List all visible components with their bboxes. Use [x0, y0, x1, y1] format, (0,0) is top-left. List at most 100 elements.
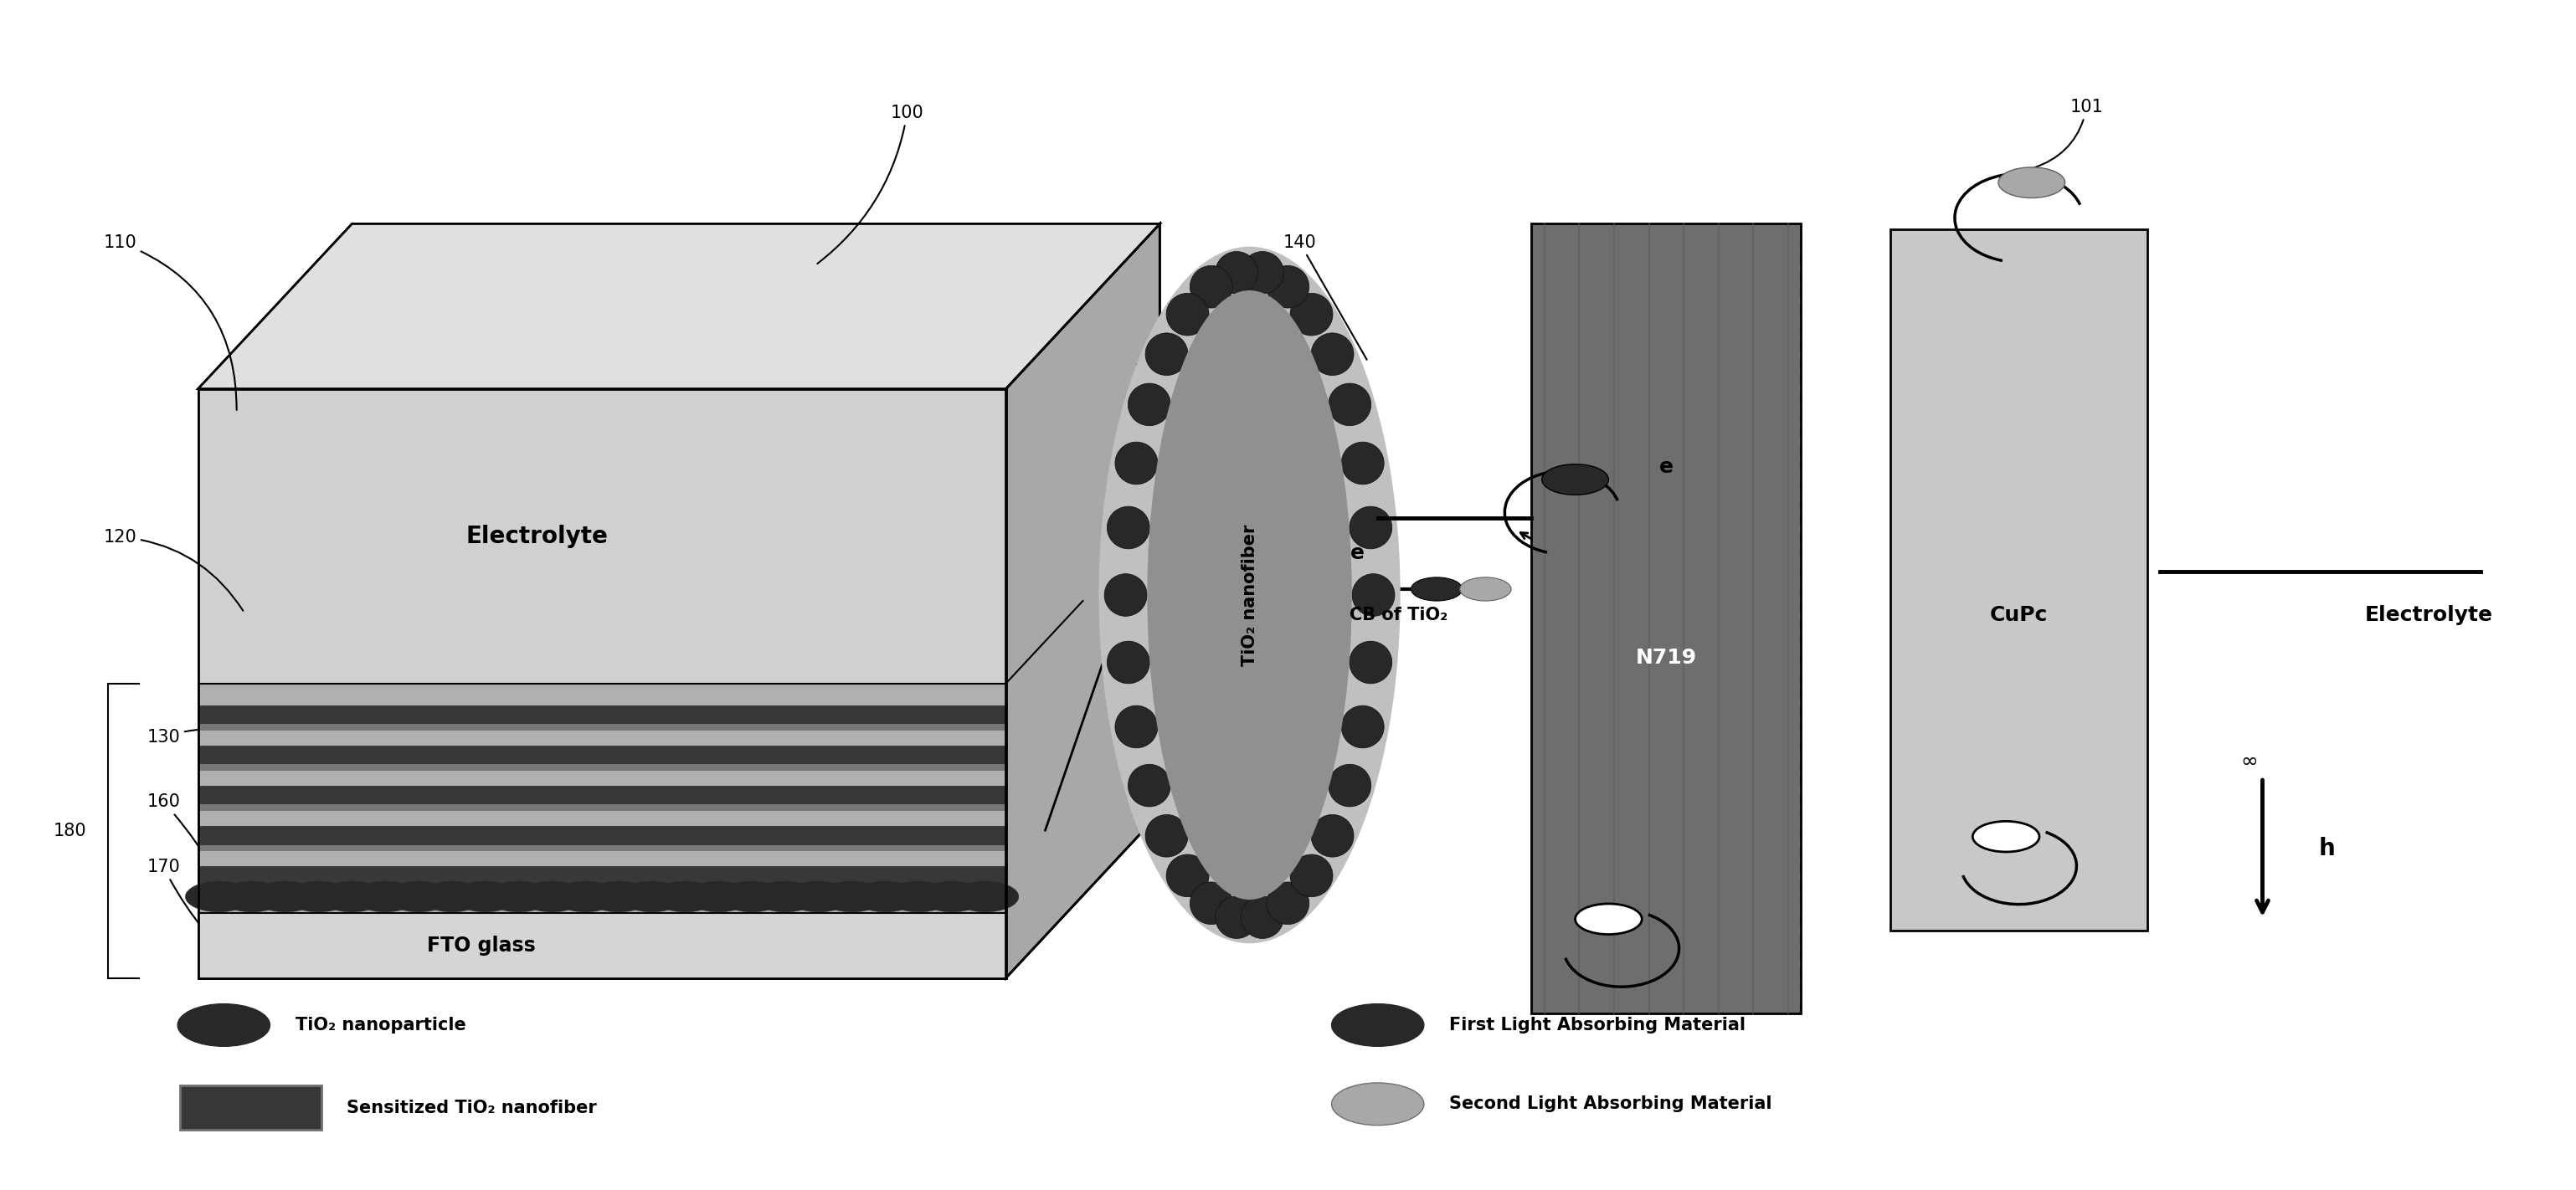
Text: h: h [2318, 837, 2336, 860]
Text: CB of TiO₂: CB of TiO₂ [1350, 607, 1448, 624]
Circle shape [178, 1004, 270, 1046]
Ellipse shape [1216, 251, 1257, 294]
Polygon shape [198, 389, 1005, 683]
Circle shape [752, 882, 819, 912]
Ellipse shape [1291, 293, 1332, 336]
Circle shape [585, 882, 652, 912]
Circle shape [286, 882, 353, 912]
Circle shape [1412, 577, 1463, 601]
Circle shape [786, 882, 853, 912]
Ellipse shape [1267, 265, 1309, 308]
Polygon shape [198, 683, 1005, 913]
Text: 110: 110 [103, 234, 237, 411]
Text: 101: 101 [2035, 99, 2105, 168]
Circle shape [386, 882, 451, 912]
Polygon shape [198, 745, 1005, 771]
Circle shape [420, 882, 484, 912]
Ellipse shape [1242, 251, 1283, 294]
Polygon shape [198, 389, 1005, 978]
Ellipse shape [1352, 574, 1394, 616]
Circle shape [886, 882, 953, 912]
Polygon shape [198, 826, 1005, 851]
Circle shape [451, 882, 518, 912]
Circle shape [652, 882, 719, 912]
Polygon shape [198, 804, 1005, 810]
Bar [1533, 224, 1801, 1014]
Ellipse shape [1242, 896, 1283, 939]
Text: First Light Absorbing Material: First Light Absorbing Material [1450, 1016, 1747, 1033]
Polygon shape [198, 706, 1005, 731]
Circle shape [618, 882, 685, 912]
Ellipse shape [1291, 854, 1332, 897]
Text: FTO glass: FTO glass [428, 935, 536, 956]
Text: 150: 150 [1283, 522, 1368, 674]
Polygon shape [198, 224, 1159, 389]
Bar [1891, 230, 2146, 931]
Polygon shape [198, 913, 1005, 978]
Polygon shape [198, 866, 1005, 891]
Ellipse shape [1115, 441, 1157, 484]
Ellipse shape [1190, 265, 1231, 308]
Circle shape [819, 882, 886, 912]
Circle shape [518, 882, 585, 912]
Polygon shape [198, 224, 1159, 389]
Circle shape [1574, 903, 1641, 934]
Circle shape [1973, 821, 2040, 852]
Text: 170: 170 [147, 858, 242, 970]
Ellipse shape [1146, 815, 1188, 857]
Polygon shape [198, 725, 1005, 731]
Ellipse shape [1311, 333, 1355, 375]
Ellipse shape [1167, 293, 1208, 336]
Ellipse shape [1350, 641, 1391, 683]
Text: 140: 140 [1283, 234, 1368, 359]
Ellipse shape [1267, 882, 1309, 925]
Ellipse shape [1167, 854, 1208, 897]
Polygon shape [198, 764, 1005, 771]
Ellipse shape [1146, 290, 1352, 900]
Polygon shape [198, 845, 1005, 851]
Text: Electrolyte: Electrolyte [2365, 606, 2494, 626]
Text: CuPc: CuPc [1989, 606, 2048, 626]
Text: 130: 130 [147, 729, 247, 746]
Ellipse shape [1100, 246, 1401, 944]
Polygon shape [198, 885, 1005, 891]
Circle shape [953, 882, 1018, 912]
Ellipse shape [1128, 383, 1170, 426]
Text: 130: 130 [1121, 364, 1167, 447]
Circle shape [353, 882, 420, 912]
Ellipse shape [1190, 882, 1231, 925]
Polygon shape [198, 785, 1005, 810]
Text: Electrolyte: Electrolyte [466, 525, 608, 547]
Circle shape [920, 882, 987, 912]
Circle shape [853, 882, 920, 912]
Circle shape [1543, 464, 1607, 495]
Text: TiO₂ nanofiber: TiO₂ nanofiber [1242, 524, 1257, 666]
Circle shape [252, 882, 319, 912]
Ellipse shape [1105, 574, 1146, 616]
Circle shape [1999, 168, 2066, 198]
Ellipse shape [1146, 333, 1188, 375]
Text: Sensitized TiO₂ nanofiber: Sensitized TiO₂ nanofiber [348, 1100, 598, 1116]
Text: 120: 120 [103, 528, 242, 610]
Ellipse shape [1128, 764, 1170, 807]
Text: TiO₂ nanoparticle: TiO₂ nanoparticle [296, 1016, 466, 1033]
Circle shape [685, 882, 752, 912]
Circle shape [219, 882, 286, 912]
Text: 100: 100 [817, 105, 925, 264]
Circle shape [319, 882, 386, 912]
Text: 102: 102 [1577, 281, 1623, 464]
Circle shape [185, 882, 252, 912]
Ellipse shape [1108, 507, 1149, 549]
Text: ∞: ∞ [2241, 752, 2259, 772]
Ellipse shape [1342, 706, 1383, 749]
Polygon shape [1005, 224, 1159, 978]
Text: e: e [1659, 457, 1674, 477]
Circle shape [484, 882, 551, 912]
Text: Second Light Absorbing Material: Second Light Absorbing Material [1450, 1096, 1772, 1113]
Circle shape [1332, 1083, 1425, 1126]
Text: 160: 160 [147, 794, 245, 934]
Bar [180, 1085, 322, 1130]
Circle shape [719, 882, 786, 912]
Text: 180: 180 [54, 822, 88, 839]
Ellipse shape [1350, 507, 1391, 549]
